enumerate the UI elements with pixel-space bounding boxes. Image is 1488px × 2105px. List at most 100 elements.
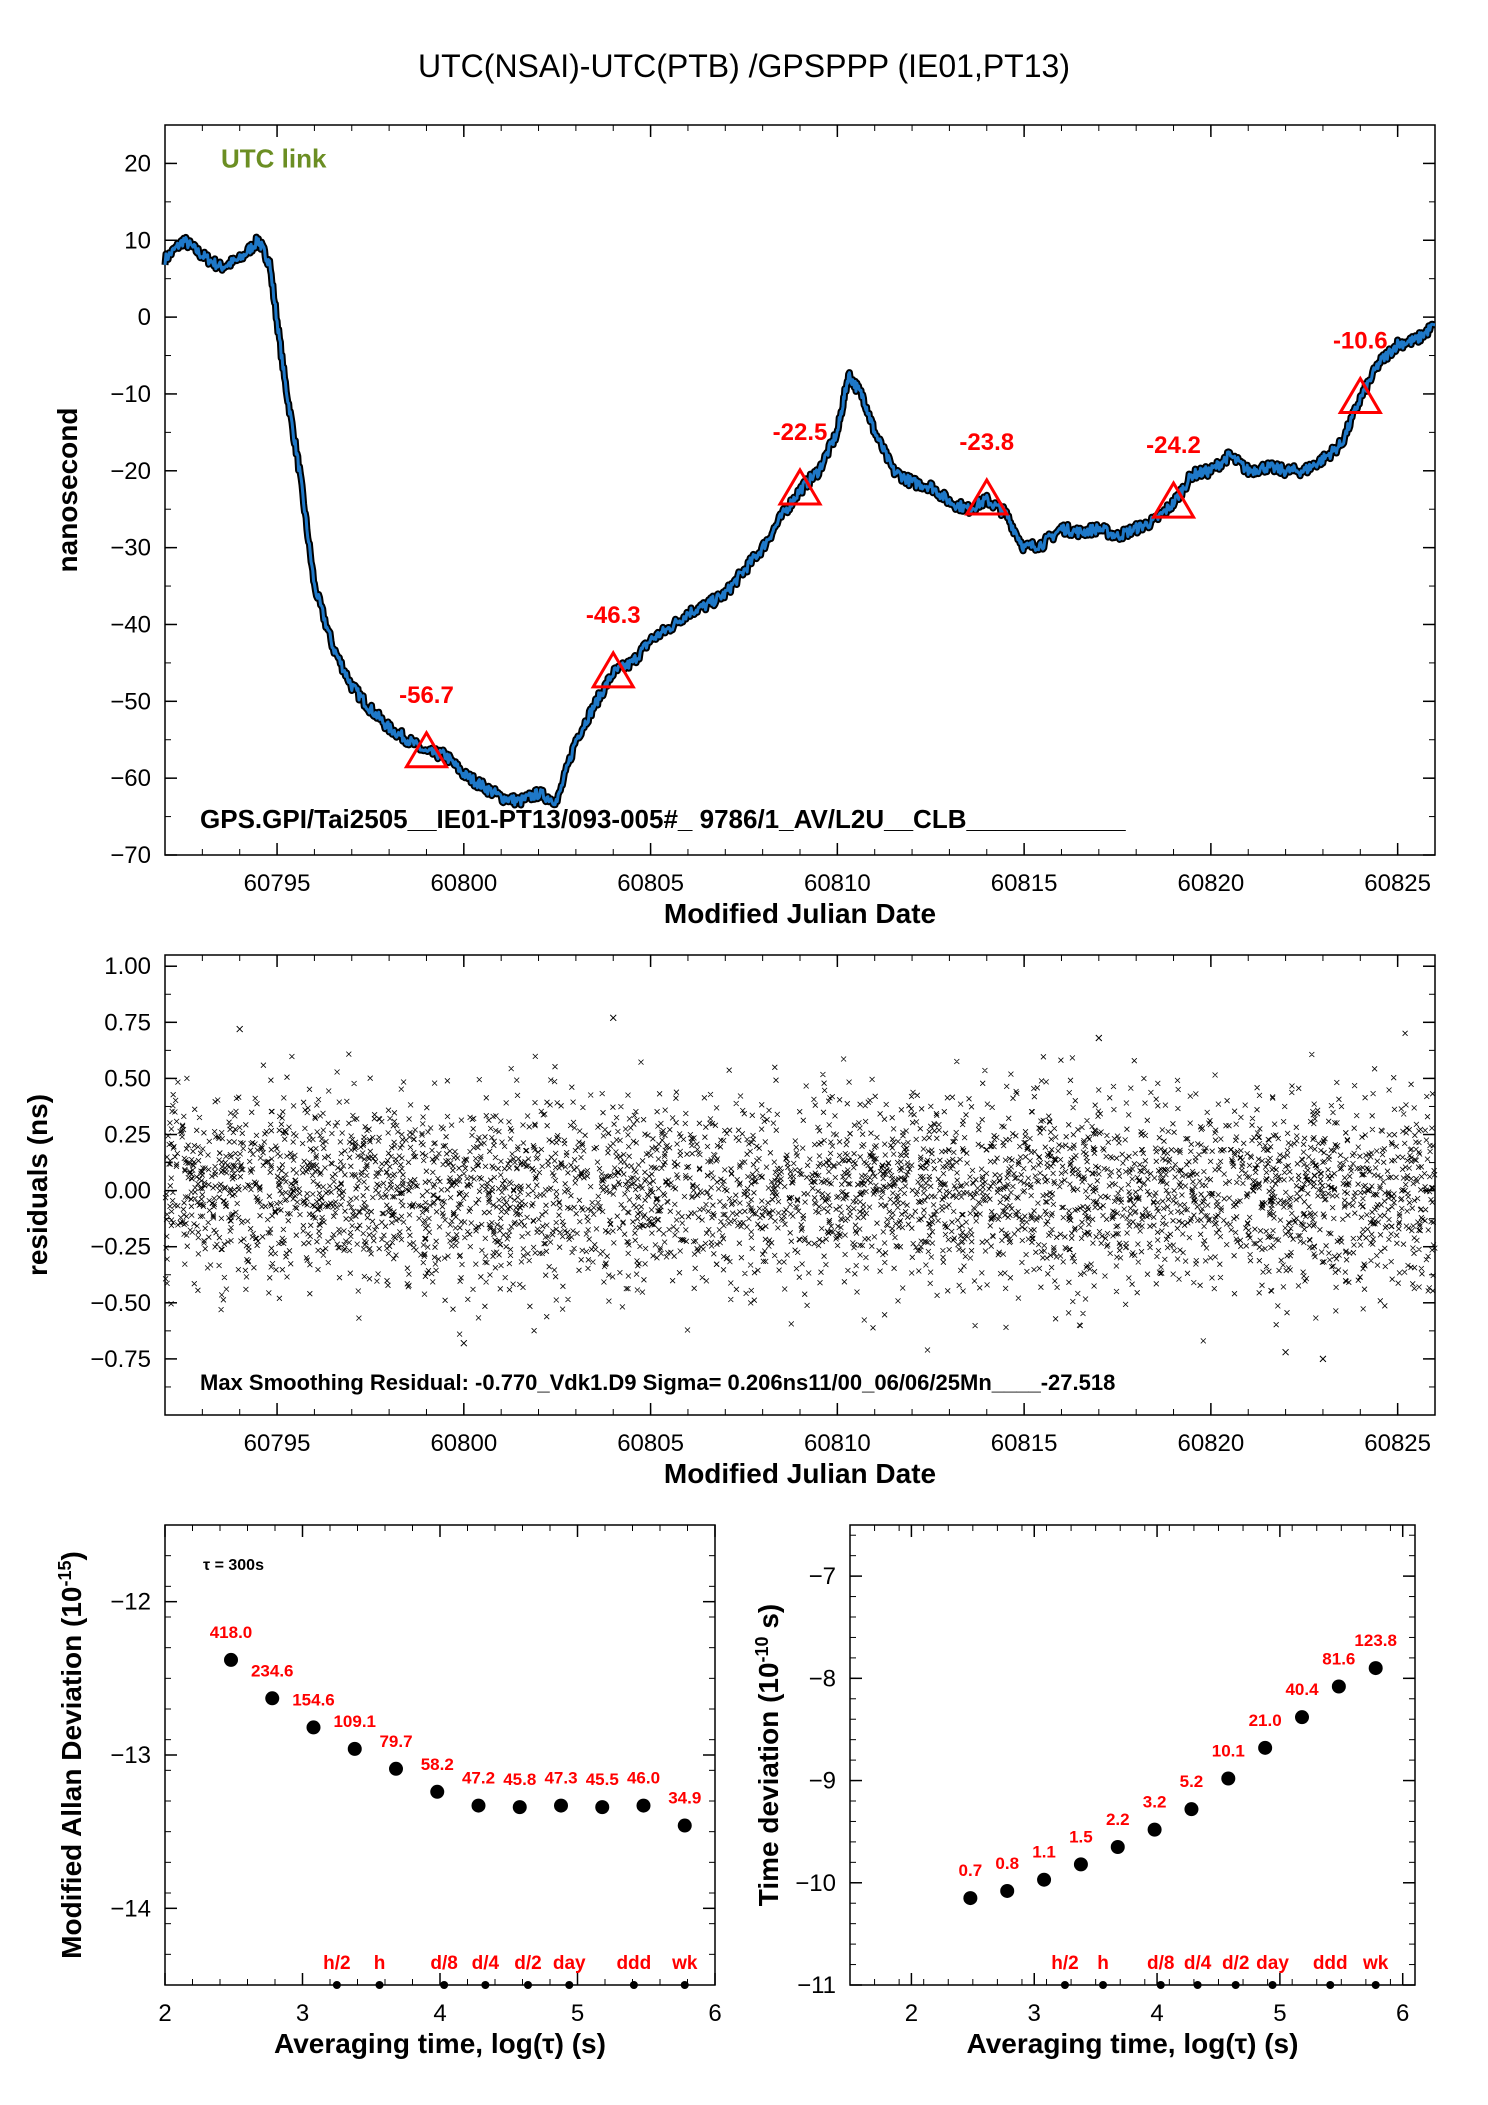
interval-label: ddd <box>1313 1953 1348 1974</box>
interval-dot <box>440 1981 449 1989</box>
y-tick-label: −8 <box>809 1665 836 1692</box>
x-axis-label: Modified Julian Date <box>664 1458 936 1489</box>
x-tick-label: 4 <box>1150 2000 1163 2027</box>
y-tick-label: −20 <box>110 458 151 485</box>
y-tick-label: −10 <box>110 381 151 408</box>
interval-label: day <box>553 1953 586 1974</box>
interval-label: h <box>374 1953 386 1974</box>
interval-label: d/4 <box>1184 1953 1212 1974</box>
interval-label: h/2 <box>323 1953 350 1974</box>
marker-triangle <box>964 477 1010 516</box>
y-tick-label: −7 <box>809 1563 836 1590</box>
deviation-point <box>430 1784 445 1799</box>
deviation-point <box>1147 1822 1162 1837</box>
interval-dot <box>1326 1981 1335 1989</box>
interval-dot <box>1099 1981 1108 1989</box>
deviation-point <box>1037 1872 1052 1887</box>
interval-label: d/2 <box>514 1953 541 1974</box>
x-tick-label: 60815 <box>991 1430 1058 1457</box>
x-tick-label: 60800 <box>430 1430 497 1457</box>
y-tick-label: −70 <box>110 842 151 869</box>
deviation-point <box>512 1800 527 1815</box>
x-tick-label: 60825 <box>1364 870 1431 897</box>
y-tick-label: −60 <box>110 765 151 792</box>
interval-dot <box>1193 1981 1202 1989</box>
interval-dot <box>1371 1981 1380 1989</box>
x-tick-label: 60805 <box>617 870 684 897</box>
panel-time-transfer: 60795 60800 60805 60810 60815 60820 60825 20 10 0… <box>52 124 1438 929</box>
deviation-label: 5.2 <box>1180 1772 1204 1791</box>
y-tick-label: −30 <box>110 535 151 562</box>
x-tick-label: 60820 <box>1178 1430 1245 1457</box>
marker-label: -24.2 <box>1146 432 1201 459</box>
deviation-label: 47.3 <box>544 1769 577 1788</box>
page-title: UTC(NSAI)-UTC(PTB) /GPSPPP (IE01,PT13) <box>418 48 1070 84</box>
deviation-point <box>963 1891 978 1906</box>
interval-label: h/2 <box>1051 1953 1078 1974</box>
x-tick-label: 2 <box>158 2000 171 2027</box>
marker-label: -10.6 <box>1333 328 1388 355</box>
interval-label: d/8 <box>1147 1953 1174 1974</box>
legend-utc-link: UTC link <box>221 143 327 173</box>
interval-dot <box>1231 1981 1240 1989</box>
y-tick-label: 10 <box>124 227 151 254</box>
deviation-label: 81.6 <box>1322 1650 1355 1669</box>
deviation-point <box>389 1761 403 1776</box>
y-tick-label: −13 <box>110 1742 151 1769</box>
y-tick-label: 0.75 <box>104 1009 151 1036</box>
x-axis-label: Modified Julian Date <box>664 898 936 929</box>
x-tick-label: 2 <box>905 2000 918 2027</box>
deviation-point <box>1000 1883 1015 1898</box>
deviation-label: 418.0 <box>210 1623 253 1642</box>
interval-label: wk <box>1362 1953 1389 1974</box>
deviation-label: 154.6 <box>292 1690 335 1709</box>
interval-dot <box>1156 1981 1165 1989</box>
y-tick-label: −11 <box>797 1972 836 1999</box>
y-tick-label: −0.50 <box>90 1290 151 1317</box>
interval-dot <box>481 1981 490 1989</box>
interval-label: d/2 <box>1222 1953 1249 1974</box>
interval-dot <box>629 1981 638 1989</box>
y-axis-label: residuals (ns) <box>22 1094 53 1276</box>
deviation-label: 0.8 <box>995 1854 1019 1873</box>
x-tick-label: 60825 <box>1364 1430 1431 1457</box>
deviation-point <box>471 1798 486 1813</box>
x-tick-label: 6 <box>708 2000 721 2027</box>
marker-triangle <box>403 729 450 769</box>
residual-outliers <box>236 1014 1327 1363</box>
plot-frame <box>849 1524 1416 1986</box>
y-tick-label: −40 <box>110 611 151 638</box>
series-line <box>163 235 1436 807</box>
x-tick-label: 5 <box>571 2000 584 2027</box>
panel-time-deviation: 2 3 4 5 6 −7 −8 −9 −10 −11 Averaging time, log(τ) … <box>752 1524 1416 2059</box>
x-tick-label: 6 <box>1396 2000 1409 2027</box>
y-tick-label: 1.00 <box>104 953 151 980</box>
marker-triangle <box>1337 375 1383 415</box>
deviation-point <box>1331 1679 1346 1694</box>
deviation-label: 1.5 <box>1069 1827 1093 1846</box>
marker-triangle <box>590 649 636 689</box>
interval-label: d/4 <box>472 1953 500 1974</box>
y-tick-label: −50 <box>110 688 151 715</box>
interval-label: h <box>1097 1953 1109 1974</box>
link-annotation: GPS.GPI/Tai2505__IE01-PT13/093-005#_ 978… <box>200 804 1126 834</box>
deviation-point <box>1368 1661 1383 1676</box>
marker-label: -23.8 <box>959 429 1014 456</box>
marker-label: -56.7 <box>399 682 454 709</box>
series-outline <box>161 233 1438 809</box>
y-tick-label: 0.00 <box>104 1178 151 1205</box>
deviation-label: 40.4 <box>1285 1680 1319 1699</box>
panel-modified-allan-deviation: 2 3 4 5 6 −12 −13 −14 Averaging time, log(τ) (s)… <box>55 1524 722 2059</box>
deviation-point <box>554 1798 568 1813</box>
x-tick-label: 4 <box>433 2000 446 2027</box>
y-tick-label: −0.75 <box>90 1346 151 1373</box>
deviation-point <box>265 1691 280 1706</box>
residual-points <box>162 1030 1438 1353</box>
deviation-label: 58.2 <box>421 1755 454 1774</box>
marker-label: -22.5 <box>773 419 828 446</box>
deviation-label: 79.7 <box>379 1732 412 1751</box>
deviation-label: 3.2 <box>1143 1793 1167 1812</box>
y-axis-label: Modified Allan Deviation (10-15) <box>55 1551 87 1959</box>
x-tick-label: 60815 <box>991 870 1058 897</box>
deviation-label: 21.0 <box>1249 1711 1282 1730</box>
